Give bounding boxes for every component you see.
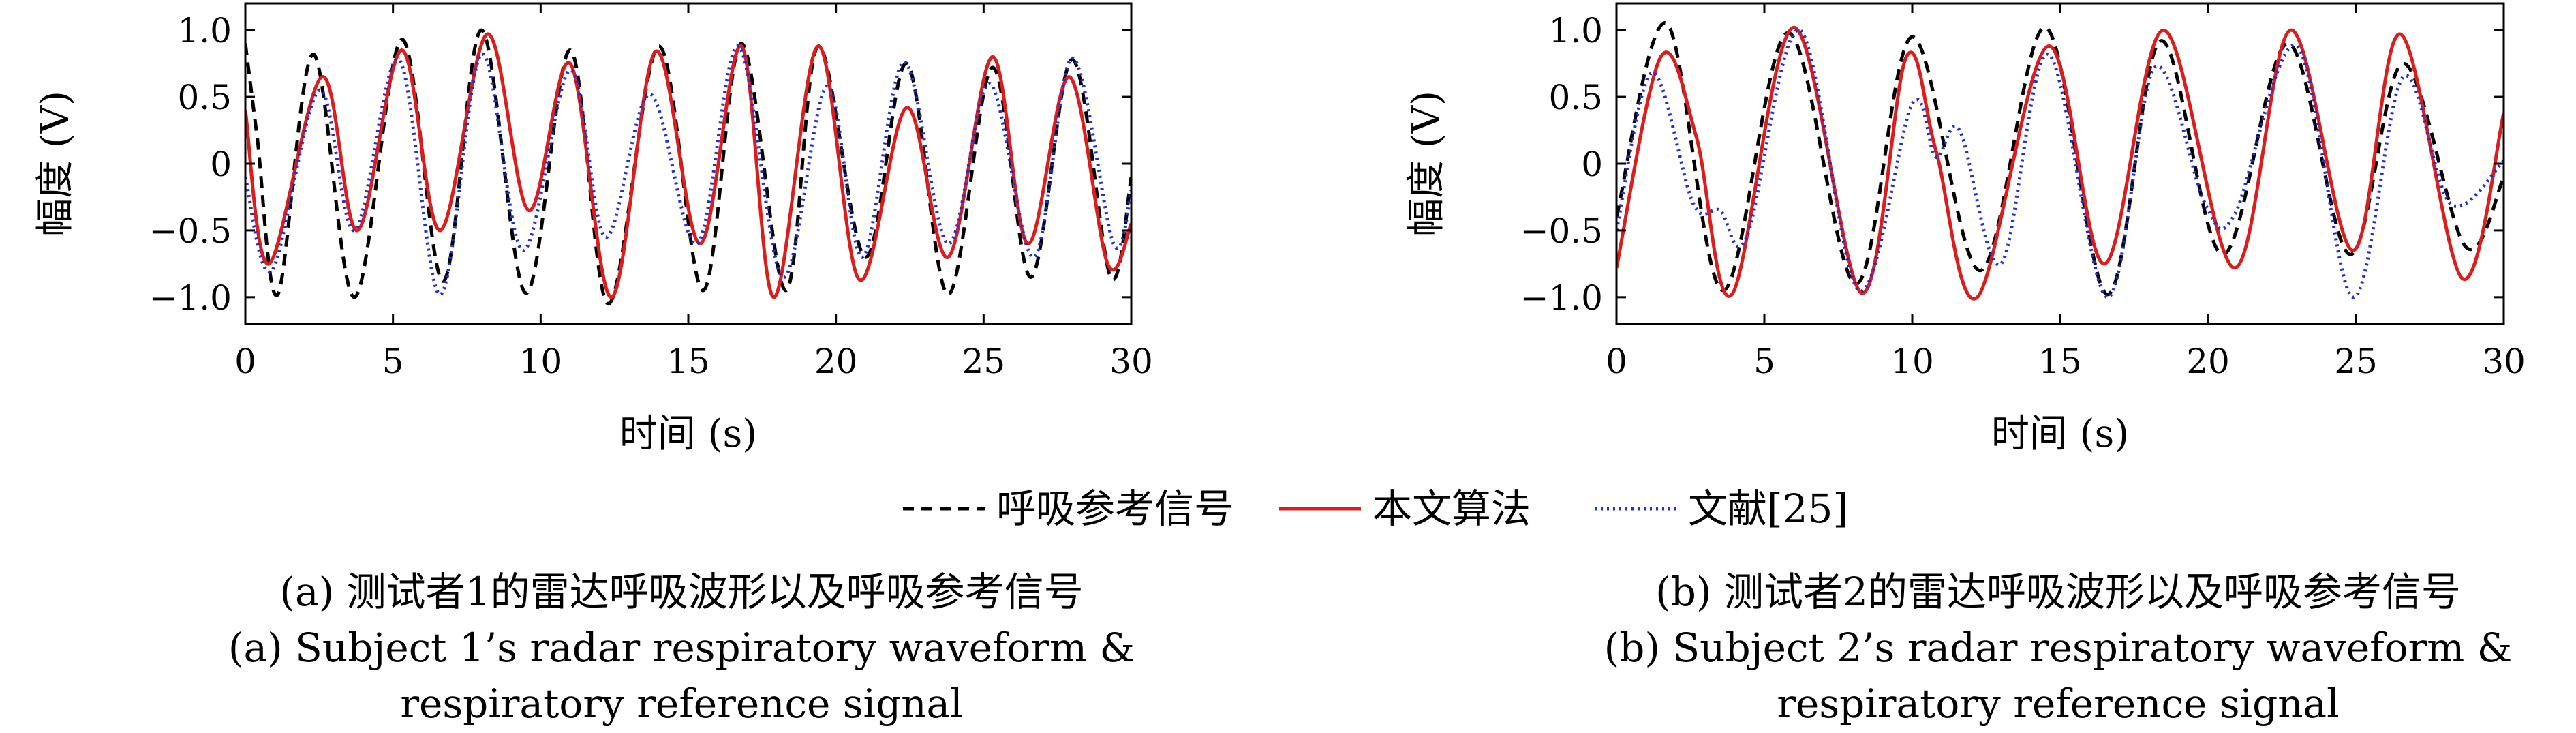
caption-right-line-3: respiratory reference signal (1777, 680, 2339, 727)
y-tick-label: −1.0 (1520, 278, 1603, 318)
caption-right-line-1: (b) 测试者2的雷达呼吸波形以及呼吸参考信号 (1655, 569, 2461, 615)
x-tick-label: 15 (2038, 342, 2082, 381)
series-line-alg (245, 32, 1131, 299)
caption-left-line-2: (a) Subject 1’s radar respiratory wavefo… (228, 625, 1135, 671)
y-tick-label: −0.5 (149, 211, 232, 251)
y-tick-label: 0.5 (177, 78, 232, 117)
x-tick-label: 25 (962, 342, 1006, 381)
series-line-lit (245, 44, 1131, 297)
x-tick-label: 25 (2334, 342, 2378, 381)
series-line-alg (1616, 25, 2504, 301)
series-line-ref (1616, 21, 2504, 297)
y-tick-label: 0.5 (1548, 78, 1603, 117)
y-tick-label: 0 (1581, 145, 1603, 184)
legend-label-ref: 呼吸参考信号 (996, 485, 1233, 532)
x-tick-label: 30 (2482, 342, 2526, 381)
legend: 呼吸参考信号 本文算法 文献[25] (903, 485, 1848, 532)
legend-label-lit: 文献[25] (1688, 485, 1848, 532)
chart-subject-1: 0 5 10 15 20 25 30 −1.0 −0.5 0 0.5 1.0 时间 (s) 幅度 (V) (33, 2, 1153, 456)
series-group (245, 28, 1131, 306)
x-tick-label: 10 (1890, 342, 1934, 381)
x-tick-label: 20 (2186, 342, 2230, 381)
caption-left-line-1: (a) 测试者1的雷达呼吸波形以及呼吸参考信号 (279, 569, 1083, 615)
legend-label-alg: 本文算法 (1373, 485, 1531, 532)
y-tick-label: −1.0 (149, 278, 232, 318)
chart-subject-2: 0 5 10 15 20 25 30 −1.0 −0.5 0 0.5 1.0 时间 (s) 幅度 (V) (1405, 2, 2526, 456)
x-tick-label: 20 (814, 342, 858, 381)
y-axis-label: 幅度 (V) (33, 91, 78, 237)
x-axis-label: 时间 (s) (619, 412, 757, 456)
y-tick-label: 1.0 (1548, 11, 1603, 50)
y-axis-label: 幅度 (V) (1405, 91, 1449, 237)
x-tick-label: 30 (1109, 342, 1153, 381)
x-tick-label: 0 (234, 342, 256, 381)
x-tick-label: 0 (1606, 342, 1627, 381)
y-tick-label: 1.0 (177, 11, 232, 50)
caption-left: (a) 测试者1的雷达呼吸波形以及呼吸参考信号 (a) Subject 1’s … (228, 569, 1135, 727)
x-tick-label: 10 (519, 342, 563, 381)
plot-frame (1615, 2, 2505, 325)
caption-right-line-2: (b) Subject 2’s radar respiratory wavefo… (1604, 625, 2513, 671)
caption-right: (b) 测试者2的雷达呼吸波形以及呼吸参考信号 (b) Subject 2’s … (1604, 569, 2513, 727)
caption-left-line-3: respiratory reference signal (400, 680, 962, 727)
series-group (1616, 21, 2504, 301)
y-tick-label: −0.5 (1520, 211, 1603, 251)
x-tick-label: 5 (1753, 342, 1775, 381)
x-tick-label: 15 (666, 342, 710, 381)
y-tick-label: 0 (210, 145, 232, 184)
x-tick-label: 5 (382, 342, 404, 381)
x-axis-label: 时间 (s) (1991, 412, 2129, 456)
series-line-lit (1616, 28, 2504, 299)
